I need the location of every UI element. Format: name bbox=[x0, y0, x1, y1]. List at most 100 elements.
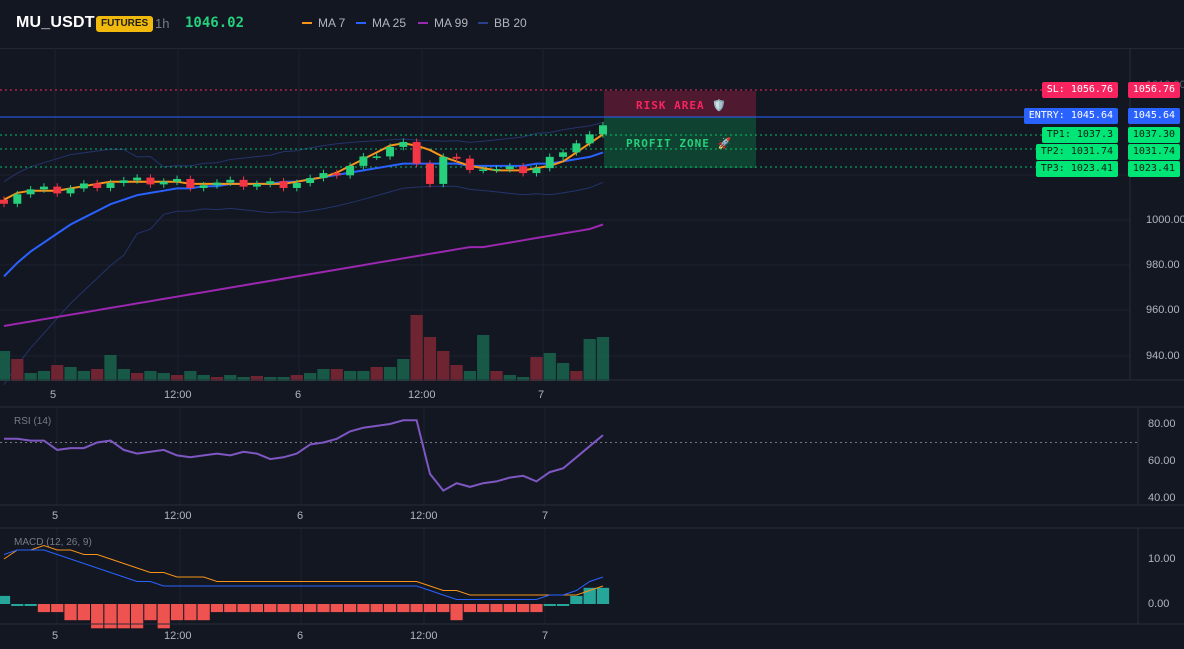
volume-bar bbox=[343, 371, 357, 381]
bb20-swatch bbox=[478, 22, 488, 24]
macd-histogram-bar bbox=[210, 604, 224, 613]
macd-histogram-bar bbox=[37, 604, 51, 613]
rsi-tick-60: 60.00 bbox=[1148, 455, 1176, 467]
macd-histogram-bar bbox=[357, 604, 370, 613]
macd-signal-line bbox=[3, 544, 604, 596]
macd-histogram-bar bbox=[170, 604, 184, 621]
rsi-time-1200b: 12:00 bbox=[410, 510, 438, 522]
macd-histogram-bar bbox=[290, 604, 303, 613]
risk-area-box bbox=[604, 91, 756, 117]
macd-histogram-bar bbox=[383, 604, 397, 613]
candle-body bbox=[332, 173, 341, 176]
rsi-line bbox=[4, 419, 604, 492]
timeframe-selector[interactable]: 1h bbox=[155, 16, 170, 31]
candle-body bbox=[492, 169, 501, 171]
macd-time-1200b: 12:00 bbox=[410, 630, 438, 642]
sl-label[interactable]: SL: 1056.76 bbox=[1041, 82, 1118, 98]
legend-ma25[interactable]: MA 25 bbox=[356, 16, 406, 30]
volume-bar bbox=[104, 355, 117, 381]
legend-bb20[interactable]: BB 20 bbox=[478, 16, 527, 30]
candle-body bbox=[53, 186, 62, 194]
rsi-tick-40: 40.00 bbox=[1148, 492, 1176, 504]
bb-lower-line bbox=[3, 181, 604, 385]
volume-bar bbox=[224, 375, 237, 381]
volume-bar bbox=[583, 339, 596, 381]
risk-area-label: RISK AREA 🛡️ bbox=[636, 99, 727, 112]
tp2-label[interactable]: TP2: 1031.74 bbox=[1035, 144, 1118, 160]
volume-bar bbox=[170, 375, 184, 381]
volume-bar bbox=[410, 315, 423, 381]
volume-bar bbox=[317, 369, 330, 381]
profit-zone-label: PROFIT ZONE 🚀 bbox=[626, 137, 733, 150]
tp1-label[interactable]: TP1: 1037.3 bbox=[1041, 127, 1118, 143]
macd-histogram-bar bbox=[503, 604, 516, 613]
ma99-swatch bbox=[418, 22, 428, 24]
volume-bar bbox=[463, 371, 477, 381]
volume-bar bbox=[477, 335, 490, 381]
macd-histogram-bar bbox=[304, 604, 317, 613]
tp3-label[interactable]: TP3: 1023.41 bbox=[1035, 161, 1118, 177]
macd-histogram-bar bbox=[224, 604, 237, 613]
macd-histogram-bar bbox=[237, 604, 250, 613]
bb-upper-line bbox=[3, 121, 604, 183]
macd-histogram-bar bbox=[343, 604, 357, 613]
candle-body bbox=[226, 179, 235, 183]
candle-body bbox=[359, 156, 368, 166]
macd-histogram-bar bbox=[264, 604, 277, 613]
legend-ma7[interactable]: MA 7 bbox=[302, 16, 345, 30]
volume-bar bbox=[24, 373, 37, 381]
volume-bar bbox=[570, 371, 583, 381]
macd-histogram-bar bbox=[64, 604, 77, 621]
sl-axis-label: 1056.76 bbox=[1127, 82, 1180, 98]
macd-histogram-bar bbox=[556, 604, 570, 606]
macd-histogram-bar bbox=[117, 604, 130, 629]
volume-bars bbox=[0, 315, 610, 381]
macd-histogram-bar bbox=[250, 604, 264, 613]
volume-bar bbox=[397, 359, 410, 381]
volume-bar bbox=[423, 337, 437, 381]
legend-ma99[interactable]: MA 99 bbox=[418, 16, 468, 30]
candle-body bbox=[505, 166, 514, 170]
candle-body bbox=[519, 166, 528, 174]
macd-histogram-bar bbox=[450, 604, 463, 621]
entry-axis-label: 1045.64 bbox=[1127, 108, 1180, 124]
ma25-swatch bbox=[356, 22, 366, 24]
candle-body bbox=[252, 183, 261, 187]
entry-label[interactable]: ENTRY: 1045.64 bbox=[1023, 108, 1118, 124]
volume-bar bbox=[184, 371, 197, 381]
macd-histogram-bar bbox=[277, 604, 290, 613]
moving-average-lines bbox=[3, 133, 604, 327]
symbol-title[interactable]: MU_USDT bbox=[16, 14, 95, 31]
rsi-time-7: 7 bbox=[542, 510, 549, 522]
volume-bar bbox=[556, 363, 570, 381]
volume-bar bbox=[64, 367, 77, 381]
candle-body bbox=[399, 141, 408, 147]
futures-badge: FUTURES bbox=[96, 16, 154, 32]
candle-body bbox=[559, 152, 568, 157]
macd-histogram-bar bbox=[51, 604, 64, 613]
volume-bar bbox=[370, 367, 383, 381]
candle-body bbox=[425, 163, 434, 184]
trade-zones bbox=[0, 89, 1060, 168]
tp3-axis-label: 1023.41 bbox=[1127, 161, 1180, 177]
macd-histogram-bar bbox=[437, 604, 450, 613]
volume-bar bbox=[450, 365, 463, 381]
rsi-title: RSI (14) bbox=[14, 416, 52, 427]
macd-histogram-bar bbox=[410, 604, 423, 613]
macd-histogram-bar bbox=[144, 604, 157, 621]
macd-histogram-bar bbox=[570, 595, 583, 604]
volume-bar bbox=[490, 371, 503, 381]
candle-body bbox=[39, 186, 48, 190]
candle-body bbox=[572, 143, 581, 153]
bollinger-bands bbox=[3, 121, 604, 385]
macd-histogram-bar bbox=[91, 604, 104, 629]
rsi-time-6: 6 bbox=[297, 510, 304, 522]
time-tick-1200b: 12:00 bbox=[408, 389, 436, 401]
volume-bar bbox=[197, 375, 210, 381]
price-tick-1000: 1000.00 bbox=[1146, 214, 1184, 226]
tp2-axis-label: 1031.74 bbox=[1127, 144, 1180, 160]
volume-bar bbox=[91, 369, 104, 381]
volume-bar bbox=[77, 371, 90, 381]
macd-tick-0: 0.00 bbox=[1148, 598, 1170, 610]
